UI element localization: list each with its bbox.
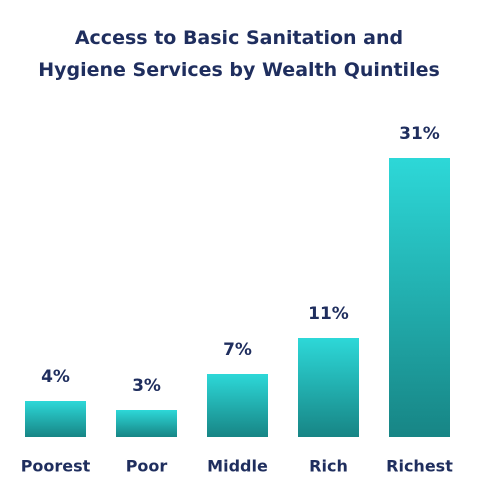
value-label: 3% [132,376,161,396]
value-label: 4% [41,367,70,387]
bar [25,401,86,437]
bar [298,338,359,437]
value-label: 7% [223,340,252,360]
x-tick-label: Poor [126,457,168,476]
chart-title: Access to Basic Sanitation and Hygiene S… [38,27,440,81]
x-tick-label: Poorest [21,457,91,476]
value-label: 31% [399,124,440,144]
x-tick-label: Richest [386,457,453,476]
x-tick-label: Middle [207,457,268,476]
bar [389,158,450,437]
bar [207,374,268,437]
value-label: 11% [308,304,349,324]
bar [116,410,177,437]
x-tick-label: Rich [309,457,348,476]
